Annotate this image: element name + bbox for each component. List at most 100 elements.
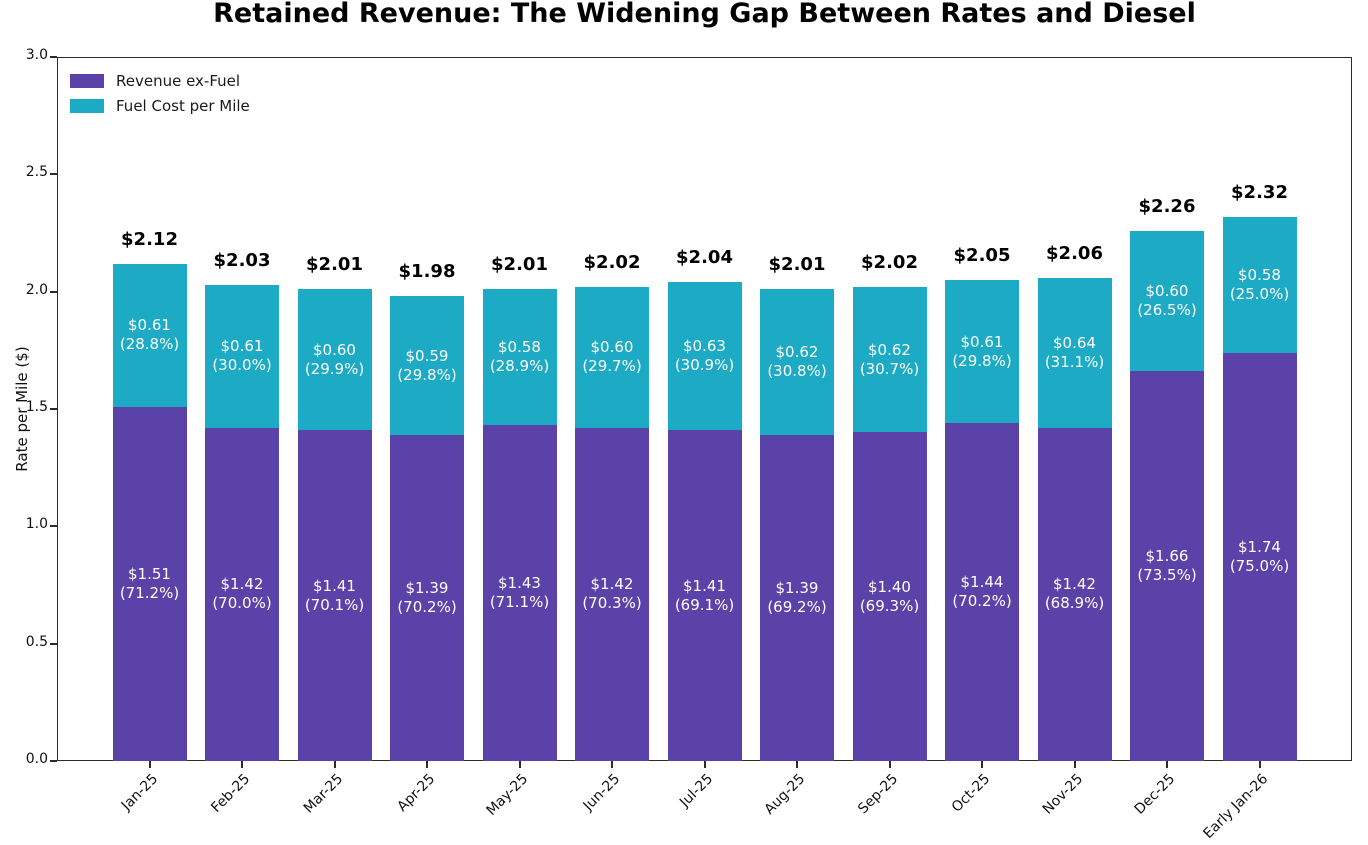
bar-revenue-label-line: (68.9%): [1044, 594, 1105, 613]
bar-segment-revenue-ex-fuel: [852, 432, 927, 761]
bar-fuel-label-line: (30.9%): [674, 356, 735, 375]
y-tick-mark: [50, 173, 57, 176]
bar-fuel-label-line: $0.61: [128, 316, 171, 335]
bar-segment-revenue-ex-fuel: [1222, 352, 1297, 761]
bar-fuel-label-line: (29.8%): [952, 351, 1012, 370]
bar-revenue-label-line: (70.0%): [212, 594, 272, 613]
bar-revenue-label-line: $1.40: [868, 577, 911, 596]
bar-total-label: $1.98: [398, 261, 456, 283]
x-tick-mark: [888, 761, 891, 768]
x-tick-label: Sep-25: [854, 771, 901, 818]
bar-total-label: $2.01: [768, 254, 826, 276]
bar-total-label: $2.01: [306, 254, 363, 276]
bar-revenue-label-line: (70.2%): [952, 592, 1012, 611]
bar-segment-revenue-ex-fuel: [667, 430, 742, 761]
bar-total-label: $2.02: [861, 251, 918, 273]
bar-fuel-label: $0.60 (29.9%): [280, 341, 390, 379]
bar-segment-revenue-ex-fuel: [760, 434, 834, 761]
legend-entry-fuel: Fuel Cost per Mile: [70, 93, 250, 118]
bar-revenue-label: $1.51 (71.2%): [95, 565, 205, 603]
bar-fuel-label: $0.61 (29.8%): [927, 333, 1037, 371]
chart-title: Retained Revenue: The Widening Gap Betwe…: [213, 0, 1196, 29]
bar-segment-revenue-ex-fuel: [1037, 427, 1112, 761]
bar-revenue-label: $1.39 (69.2%): [742, 579, 852, 617]
bar-fuel-label-line: (28.8%): [119, 335, 180, 354]
bar-revenue-label-line: $1.39: [405, 578, 449, 597]
bar-revenue-label: $1.42 (70.0%): [187, 575, 297, 613]
bar-segment-fuel-cost: [575, 286, 649, 428]
bar-fuel-label-line: $0.61: [960, 332, 1004, 351]
x-tick-label: Apr-25: [394, 771, 439, 815]
bar-fuel-label: $0.58 (25.0%): [1205, 266, 1315, 304]
bar-fuel-label-line: (25.0%): [1229, 284, 1290, 303]
bar-segment-revenue-ex-fuel: [1130, 371, 1204, 761]
bar-fuel-label: $0.58 (28.9%): [465, 338, 575, 376]
bar-fuel-label-line: (30.8%): [767, 362, 827, 381]
x-tick-mark: [518, 761, 521, 768]
bar-segment-revenue-ex-fuel: [575, 427, 649, 761]
bar-segment-revenue-ex-fuel: [390, 434, 464, 761]
x-tick-mark: [1166, 761, 1168, 768]
x-tick-label: Mar-25: [300, 771, 346, 817]
bar-fuel-label-line: (29.8%): [397, 365, 457, 384]
bar-segment-revenue-ex-fuel: [112, 406, 187, 761]
bar-total-label: $2.03: [213, 249, 271, 271]
legend: Revenue ex-Fuel Fuel Cost per Mile: [70, 68, 250, 118]
bar-fuel-label-line: (28.9%): [489, 357, 550, 376]
x-tick-mark: [333, 761, 336, 768]
bar-revenue-label-line: $1.42: [590, 575, 634, 594]
bar-revenue-label-line: $1.41: [683, 576, 726, 595]
bar-revenue-label-line: (71.1%): [489, 593, 550, 612]
bar-revenue-label-line: (70.3%): [582, 594, 642, 613]
bar-revenue-label-line: $1.51: [128, 564, 171, 583]
bar-revenue-label-line: (69.1%): [674, 595, 735, 614]
bar-total-label: $2.06: [1046, 242, 1103, 264]
bar-revenue-label-line: $1.42: [1053, 575, 1096, 594]
bar-fuel-label: $0.62 (30.7%): [835, 341, 945, 379]
y-tick-label: 0.5: [25, 633, 48, 650]
bar-fuel-label-line: $0.61: [220, 337, 264, 356]
bar-revenue-label: $1.40 (69.3%): [835, 578, 945, 616]
x-tick-label: Aug-25: [761, 771, 809, 818]
bar-revenue-label-line: $1.66: [1145, 547, 1189, 566]
bar-revenue-label-line: $1.42: [220, 575, 264, 594]
bar-total-label: $2.32: [1231, 181, 1288, 203]
x-tick-label: Feb-25: [208, 771, 254, 817]
bar-fuel-label: $0.60 (29.7%): [557, 338, 667, 376]
bar-revenue-label-line: (75.0%): [1229, 556, 1290, 575]
bar-segment-fuel-cost: [297, 289, 372, 431]
bar-fuel-label-line: (29.9%): [304, 359, 365, 378]
bar-revenue-label-line: (69.2%): [767, 597, 827, 616]
bar-revenue-label: $1.42 (70.3%): [557, 575, 667, 613]
bar-segment-fuel-cost: [390, 296, 464, 435]
bar-fuel-label-line: $0.60: [313, 340, 356, 359]
x-tick-mark: [148, 761, 151, 768]
y-tick-mark: [50, 408, 57, 410]
bar-segment-fuel-cost: [112, 263, 187, 407]
bar-segment-revenue-ex-fuel: [945, 423, 1019, 761]
y-tick-label: 2.0: [25, 281, 48, 298]
bar-fuel-label-line: $0.60: [1145, 282, 1189, 301]
y-tick-mark: [50, 56, 57, 58]
bar-fuel-label-line: $0.60: [590, 338, 634, 357]
bar-fuel-label-line: $0.58: [1238, 265, 1281, 284]
legend-entry-revenue: Revenue ex-Fuel: [70, 68, 250, 93]
bar-revenue-label-line: $1.44: [960, 573, 1004, 592]
bar-fuel-label: $0.61 (30.0%): [187, 337, 297, 375]
bar-revenue-label-line: $1.43: [498, 574, 541, 593]
bar-total-label: $2.05: [953, 244, 1011, 266]
bar-segment-fuel-cost: [205, 284, 279, 428]
bar-revenue-label: $1.66 (73.5%): [1112, 547, 1222, 585]
bar-segment-fuel-cost: [760, 289, 834, 435]
bar-total-label: $2.02: [583, 251, 641, 273]
y-tick-mark: [50, 525, 57, 528]
x-tick-label: Jan-25: [118, 771, 161, 814]
bar-fuel-label: $0.60 (26.5%): [1112, 282, 1222, 320]
bar-revenue-label-line: (70.1%): [304, 595, 365, 614]
bar-revenue-label-line: (73.5%): [1137, 566, 1197, 585]
x-tick-label: Jul-25: [676, 771, 716, 811]
x-tick-mark: [981, 761, 983, 768]
bar-fuel-label-line: (26.5%): [1137, 301, 1197, 320]
bar-fuel-label-line: $0.59: [405, 346, 449, 365]
